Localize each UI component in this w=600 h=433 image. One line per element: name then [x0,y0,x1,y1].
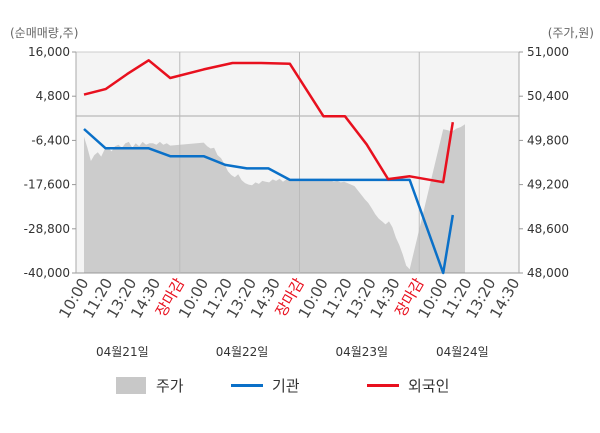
left-axis-tick-label: -40,000 [24,266,70,280]
legend: 주가 기관 외국인 [116,377,449,395]
price-area-layer [84,124,465,273]
left-axis-tick-label: 4,800 [36,89,70,103]
legend-label-foreign: 외국인 [408,377,449,395]
right-axis-tick-label: 48,000 [527,266,569,280]
foreign-line [83,59,455,184]
day-label: 04월22일 [216,345,269,359]
price-area [84,124,465,273]
right-axis-unit-label: (주가,원) [548,26,594,40]
axes-frame [72,51,523,274]
legend-label-price: 주가 [156,377,184,395]
institution-line [83,128,455,275]
day-label: 04월21일 [96,345,149,359]
legend-swatch-foreign [367,384,399,387]
net-trade-lines [83,59,455,275]
day-label: 04월23일 [335,345,388,359]
right-axis-tick-label: 49,200 [527,178,569,192]
right-axis-tick-label: 48,600 [527,222,569,236]
legend-swatch-price [116,377,146,394]
left-axis-tick-label: 16,000 [28,45,70,59]
right-axis-tick-label: 51,000 [527,45,569,59]
day-label: 04월24일 [436,345,489,359]
right-axis-tick-label: 50,400 [527,89,569,103]
legend-label-institution: 기관 [272,377,300,395]
right-axis-tick-label: 49,800 [527,133,569,147]
legend-swatch-institution [231,384,263,387]
left-axis-tick-label: -6,400 [31,133,70,147]
left-axis-unit-label: (순매매량,주) [10,26,78,40]
left-axis-tick-label: -17,600 [24,178,70,192]
left-axis-tick-label: -28,800 [24,222,70,236]
